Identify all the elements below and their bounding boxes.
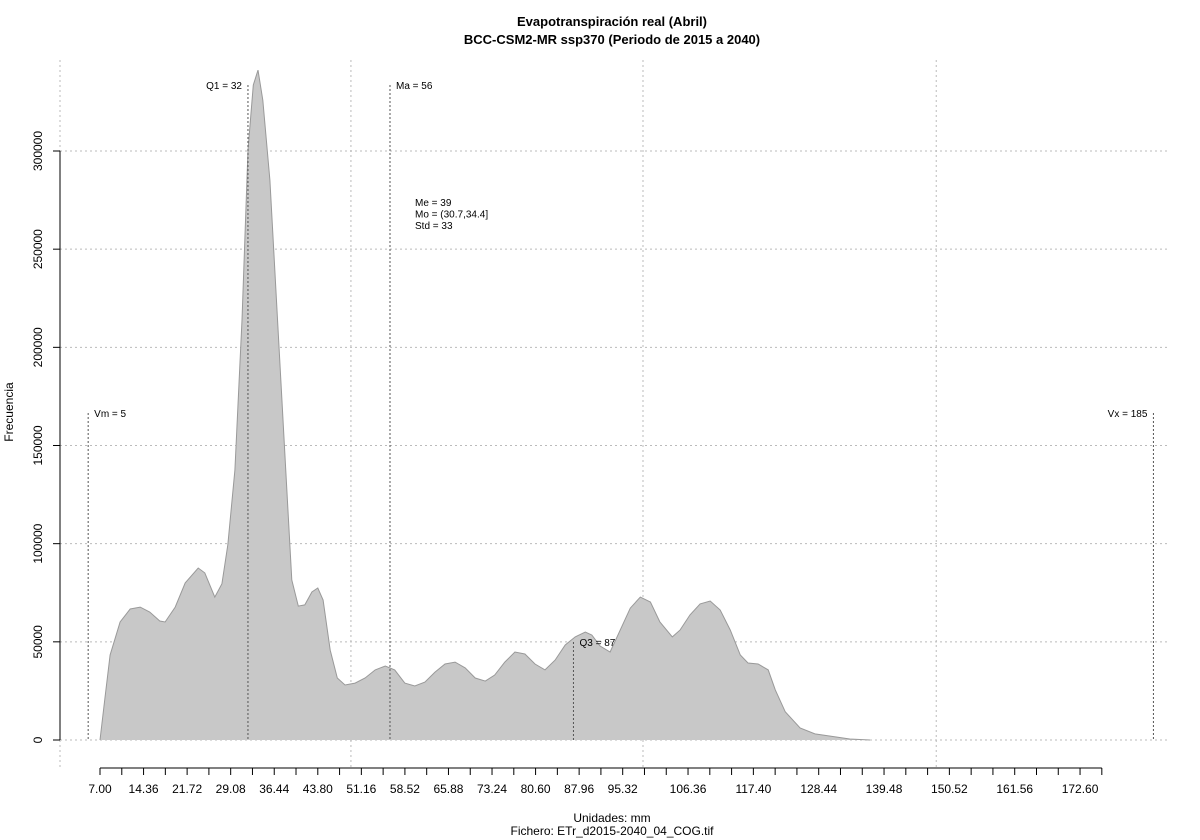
x-tick-label: 51.16 xyxy=(346,782,376,796)
x-tick-label: 58.52 xyxy=(390,782,420,796)
x-tick-label: 172.60 xyxy=(1062,782,1099,796)
density-area xyxy=(100,70,1130,741)
x-tick-label: 36.44 xyxy=(259,782,289,796)
x-tick-label: 87.96 xyxy=(564,782,594,796)
x-tick-label: 7.00 xyxy=(88,782,112,796)
x-tick-label: 21.72 xyxy=(172,782,202,796)
x-tick-label: 128.44 xyxy=(800,782,837,796)
density-line xyxy=(99,69,871,741)
stats-label: Mo = (30.7,34.4] xyxy=(415,210,488,221)
y-tick-label: 200000 xyxy=(31,327,45,367)
reference-label: Q3 = 87 xyxy=(579,638,615,649)
y-tick-label: 0 xyxy=(31,736,45,743)
reference-label: Vx = 185 xyxy=(1108,409,1148,420)
reference-label: Vm = 5 xyxy=(94,409,126,420)
stats-label: Std = 33 xyxy=(415,221,453,232)
y-tick-label: 50000 xyxy=(31,625,45,659)
caption: Fichero: ETr_d2015-2040_04_COG.tif xyxy=(511,824,715,838)
reference-label: Q1 = 32 xyxy=(206,81,242,92)
y-axis-label: Frecuencia xyxy=(2,382,16,442)
x-tick-label: 95.32 xyxy=(608,782,638,796)
x-axis-label: Unidades: mm xyxy=(573,811,650,825)
y-tick-label: 100000 xyxy=(31,523,45,563)
x-tick-label: 150.52 xyxy=(931,782,968,796)
x-tick-label: 65.88 xyxy=(433,782,463,796)
y-tick-label: 250000 xyxy=(31,229,45,269)
reference-label: Ma = 56 xyxy=(396,81,433,92)
x-tick-label: 139.48 xyxy=(866,782,903,796)
x-tick-label: 80.60 xyxy=(521,782,551,796)
y-tick-label: 300000 xyxy=(31,131,45,171)
x-tick-label: 117.40 xyxy=(735,782,771,796)
chart-subtitle: BCC-CSM2-MR ssp370 (Periodo de 2015 a 20… xyxy=(464,32,760,47)
x-tick-label: 43.80 xyxy=(303,782,333,796)
x-tick-label: 14.36 xyxy=(129,782,159,796)
x-tick-label: 73.24 xyxy=(477,782,507,796)
x-tick-label: 106.36 xyxy=(670,782,707,796)
x-tick-label: 29.08 xyxy=(216,782,246,796)
stats-label: Me = 39 xyxy=(415,198,452,209)
chart-title: Evapotranspiración real (Abril) xyxy=(517,14,707,29)
x-tick-label: 161.56 xyxy=(996,782,1033,796)
y-tick-label: 150000 xyxy=(31,425,45,465)
